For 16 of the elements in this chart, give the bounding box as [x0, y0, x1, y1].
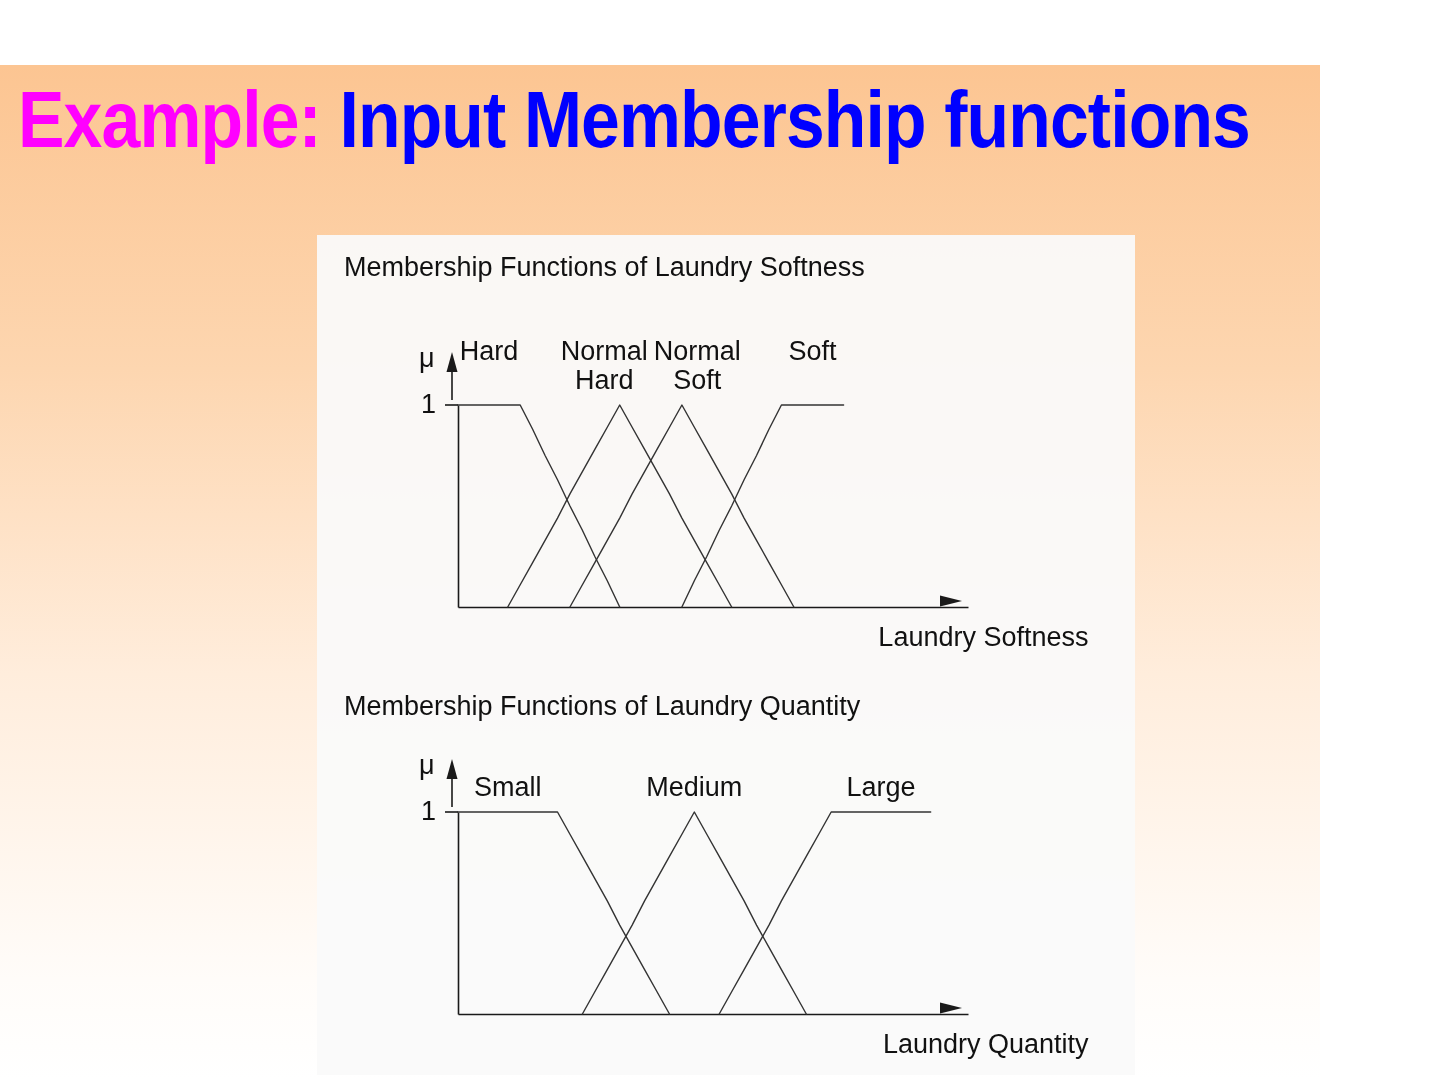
- series-label: Normal Hard: [560, 336, 648, 395]
- chart-title: Example: Input Membership functions: [18, 75, 1250, 164]
- chart-subtitle: Membership Functions of Laundry Softness: [344, 252, 865, 282]
- series-label: Hard: [459, 336, 519, 366]
- series-label: Normal Soft: [653, 336, 741, 395]
- y-axis-title: μ: [418, 749, 435, 780]
- series-label: Large: [846, 772, 916, 802]
- chart-title: Membership Functions of Laundry Quantity: [344, 691, 861, 721]
- text: 1: [420, 796, 436, 826]
- x-axis-title: Laundry Quantity: [882, 1028, 1089, 1059]
- text: 1: [420, 389, 436, 419]
- series-label: Medium: [646, 772, 743, 802]
- y-axis-title: μ: [418, 342, 435, 373]
- series-label: Small: [474, 772, 542, 802]
- series-label: Soft: [788, 336, 838, 366]
- x-axis-title: Laundry Softness: [878, 621, 1089, 652]
